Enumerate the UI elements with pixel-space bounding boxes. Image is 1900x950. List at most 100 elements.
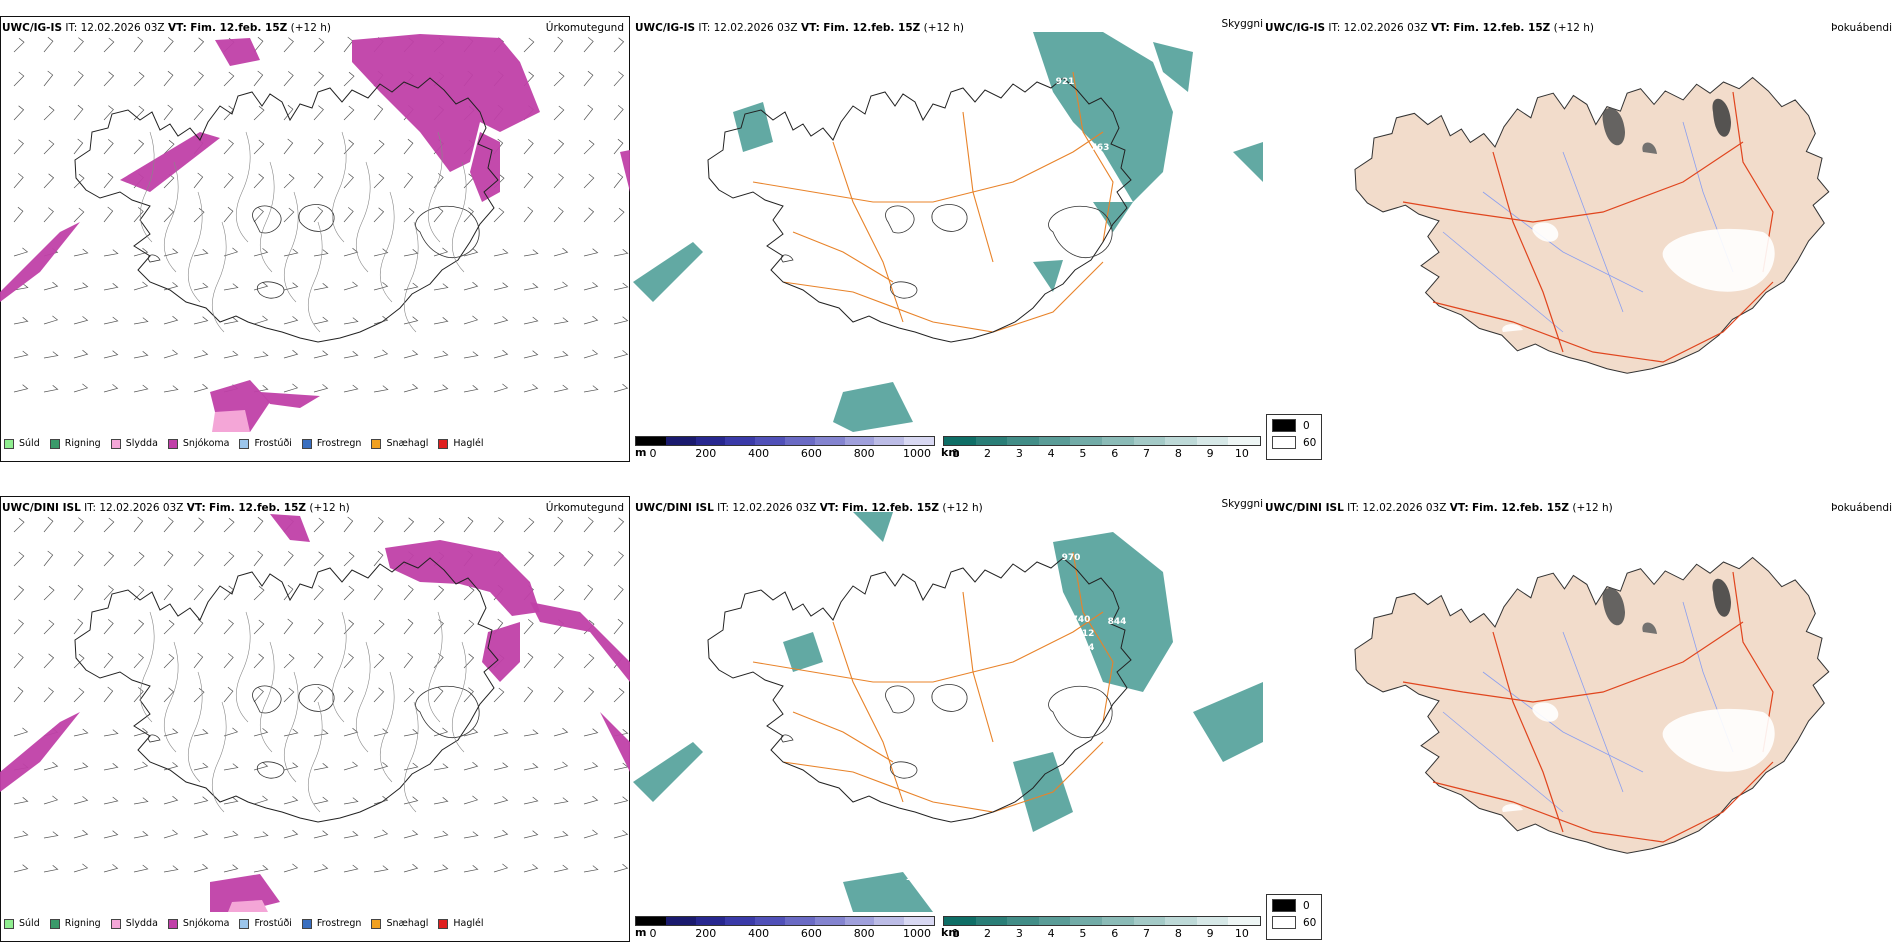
fog-index-area	[1662, 228, 1775, 292]
ceiling-colorbar: 0 200 400 600 800 1000 m	[635, 916, 935, 941]
colorbar-cell	[1007, 917, 1039, 925]
contour-line	[163, 161, 179, 273]
wind-barb	[13, 139, 24, 155]
wind-barb	[553, 585, 565, 601]
wind-barb	[313, 37, 325, 53]
wind-barb	[193, 551, 204, 567]
colorbar-cell	[904, 917, 934, 925]
wind-barb	[553, 105, 565, 121]
wind-barb	[463, 281, 479, 291]
variable-name: Skyggni	[1221, 18, 1264, 30]
wind-barb	[43, 36, 54, 53]
wind-barb	[553, 727, 569, 737]
wind-barb	[583, 248, 599, 257]
colorbar-cell	[1101, 917, 1134, 925]
colorbar-tick-label: 0	[649, 447, 657, 460]
wind-barb	[343, 351, 359, 359]
road	[1402, 621, 1744, 703]
precip-legend: Súld Rigning Slydda Snjókoma Frostúði Frostre…	[4, 918, 484, 929]
contour-line	[331, 131, 347, 243]
wind-barb	[583, 584, 594, 601]
precip-legend-item: Súld	[4, 438, 40, 449]
wind-barb	[253, 207, 264, 223]
wind-barb	[523, 172, 534, 189]
wind-barb	[103, 350, 119, 359]
legend-label: Súld	[19, 918, 40, 929]
wind-barb	[373, 315, 389, 325]
legend-swatch	[49, 438, 60, 449]
wind-barb	[13, 350, 29, 359]
wind-barb	[553, 864, 569, 873]
colorbar-cell	[636, 437, 666, 445]
wind-barb	[343, 71, 355, 87]
wind-barb	[133, 281, 149, 291]
precip-legend-item: Snæhagl	[371, 438, 428, 449]
wind-barb	[253, 728, 269, 737]
wind-barb	[163, 248, 179, 257]
precip-legend-item: Frostregn	[301, 918, 361, 929]
contour-line	[427, 131, 443, 243]
wind-barb	[253, 70, 264, 87]
ceiling-colorbar-ticks: 0 200 400 600 800 1000	[635, 447, 935, 461]
ceiling-unit: m	[635, 446, 647, 459]
colorbar-tick-label: 600	[800, 447, 822, 460]
wind-barb	[313, 729, 329, 737]
wind-barb	[373, 687, 385, 703]
legend-swatch	[4, 918, 14, 929]
wind-barb	[313, 105, 324, 121]
precip-legend-item: Haglél	[438, 438, 484, 449]
legend-label: Súld	[19, 438, 40, 449]
wind-barb	[133, 317, 149, 325]
lead-time: (+12 h)	[942, 502, 983, 514]
wind-barb	[43, 173, 55, 189]
wind-barb	[103, 283, 119, 291]
wind-barb	[343, 384, 359, 393]
wind-barb	[403, 652, 414, 669]
road	[1492, 151, 1564, 353]
it-value: 12.02.2026 03Z	[1362, 502, 1447, 514]
iceland-coastline	[707, 77, 1132, 343]
river	[1562, 631, 1624, 793]
colorbar-cell	[814, 917, 845, 925]
wind-barb	[163, 104, 174, 121]
wind-barb	[13, 830, 29, 839]
colorbar-cell	[1133, 437, 1166, 445]
visibility-unit: km	[941, 446, 960, 459]
contour-line	[379, 191, 395, 303]
wind-barb	[253, 761, 269, 771]
legend-label: Slydda	[125, 918, 158, 929]
wind-barb	[193, 830, 209, 839]
colorbar-tick-label: 7	[1143, 927, 1151, 940]
ceiling-colorbar-cells	[635, 436, 935, 446]
wind-barb	[13, 283, 29, 291]
wind-barb	[103, 796, 119, 805]
fog-swatch	[1272, 436, 1296, 449]
wind-barb	[523, 249, 539, 257]
wind-barb	[43, 585, 55, 601]
wind-barb	[193, 796, 209, 805]
wind-barb	[133, 139, 145, 155]
wind-barb	[343, 551, 355, 567]
legend-label: Snæhagl	[386, 918, 429, 929]
wind-barb	[403, 316, 419, 325]
wind-barb	[583, 282, 599, 291]
wind-barb	[313, 551, 325, 567]
road	[962, 111, 994, 263]
wind-barb	[433, 864, 449, 873]
it-value: 12.02.2026 03Z	[99, 502, 184, 514]
wind-barb	[133, 516, 144, 533]
wind-barb	[373, 207, 385, 223]
low-visibility-area	[1033, 260, 1063, 292]
wind-barb	[613, 796, 629, 805]
wind-barb	[193, 618, 204, 635]
iceland-coastline	[74, 557, 499, 823]
wind-barb	[433, 283, 449, 291]
colorbar-tick-label: 600	[800, 927, 822, 940]
low-visibility-area	[1233, 142, 1263, 182]
ceiling-label: 132	[906, 873, 925, 883]
fog-index-area	[1532, 222, 1559, 242]
legend-swatch	[301, 438, 312, 449]
river	[1442, 711, 1564, 813]
wind-barb	[583, 795, 599, 805]
wind-barb	[253, 36, 264, 53]
